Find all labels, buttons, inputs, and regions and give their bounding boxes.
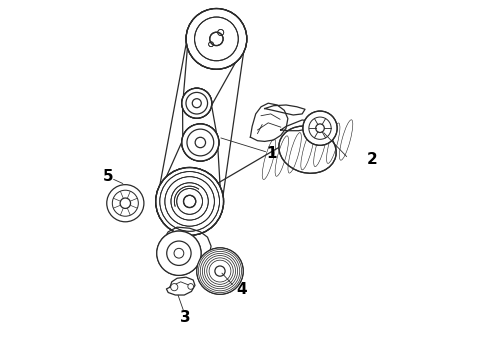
- Circle shape: [156, 167, 223, 235]
- Polygon shape: [281, 120, 311, 131]
- Text: 1: 1: [267, 147, 277, 161]
- Circle shape: [182, 124, 219, 161]
- Circle shape: [197, 248, 243, 294]
- Ellipse shape: [279, 126, 336, 173]
- Circle shape: [156, 167, 223, 235]
- Circle shape: [182, 124, 219, 161]
- Circle shape: [107, 185, 144, 222]
- Circle shape: [182, 88, 212, 118]
- Circle shape: [186, 9, 247, 69]
- Text: 5: 5: [103, 168, 114, 184]
- Circle shape: [182, 88, 212, 118]
- Circle shape: [171, 284, 178, 291]
- Polygon shape: [161, 227, 211, 267]
- Polygon shape: [265, 105, 305, 115]
- Text: 3: 3: [180, 310, 191, 325]
- Text: 4: 4: [236, 282, 247, 297]
- Polygon shape: [250, 103, 288, 141]
- Circle shape: [186, 9, 247, 69]
- Circle shape: [188, 284, 194, 289]
- Circle shape: [303, 111, 337, 145]
- Text: 2: 2: [367, 153, 377, 167]
- Circle shape: [197, 248, 243, 294]
- Polygon shape: [167, 277, 195, 295]
- Circle shape: [157, 231, 201, 275]
- Circle shape: [157, 231, 201, 275]
